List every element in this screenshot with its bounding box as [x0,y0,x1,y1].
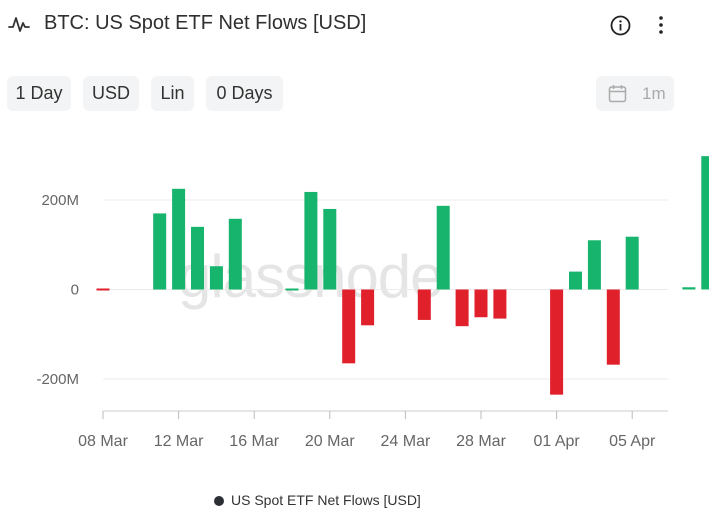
bar [304,191,318,290]
bar [323,208,337,290]
page-title: BTC: US Spot ETF Net Flows [USD] [44,12,367,34]
bar [436,205,450,290]
bar [417,289,431,320]
legend-label: US Spot ETF Net Flows [USD] [231,492,421,508]
bar [682,287,696,290]
legend-swatch [214,496,224,506]
x-tick-label: 24 Mar [381,433,431,450]
bar [474,289,488,318]
calendar-icon [608,85,627,103]
range-label: 1m [642,84,666,103]
bar [606,289,620,365]
scale-button[interactable]: Lin [151,76,194,111]
chart-controls: 1 Day USD Lin 0 Days 1m [0,76,709,112]
bar [209,266,223,290]
bar [153,213,167,290]
bar [96,288,110,291]
bar [361,289,375,326]
bar [455,289,469,327]
chart-header: BTC: US Spot ETF Net Flows [USD] [0,0,709,50]
x-tick-label: 12 Mar [154,433,204,450]
x-tick-label: 01 Apr [533,433,580,450]
bar [550,289,564,395]
line-chart-icon [8,17,30,32]
x-tick-label: 20 Mar [305,433,355,450]
bar [191,226,204,290]
bar [701,156,709,290]
resolution-button[interactable]: 1 Day [7,76,71,111]
y-tick-label: -200M [36,371,79,388]
bar [587,240,601,290]
bar [172,188,186,290]
info-circle-icon[interactable] [610,15,631,36]
bar [493,289,507,319]
y-tick-label: 200M [41,192,79,209]
moving-average-button[interactable]: 0 Days [206,76,283,111]
x-tick-label: 08 Mar [78,433,128,450]
bar [228,218,242,290]
vertical-ellipsis-icon[interactable] [652,14,670,36]
bar [569,271,582,290]
bar [625,236,639,290]
bar [285,288,299,291]
x-tick-label: 16 Mar [229,433,279,450]
x-tick-label: 28 Mar [456,433,506,450]
bar [342,289,356,364]
y-tick-label: 0 [71,282,79,299]
date-range-picker[interactable]: 1m [596,76,674,111]
currency-button[interactable]: USD [83,76,139,111]
x-tick-label: 05 Apr [609,433,656,450]
